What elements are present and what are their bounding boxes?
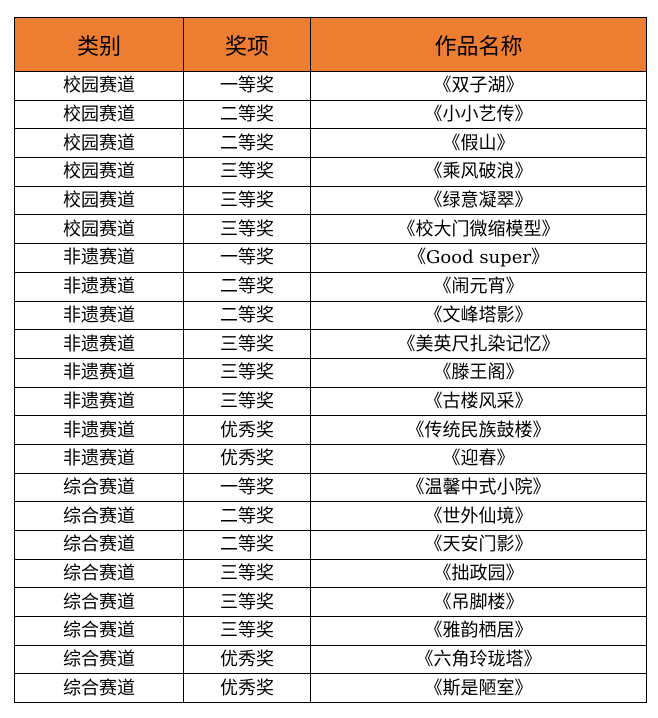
table-cell: 校园赛道 (14, 214, 184, 245)
table-cell: 校园赛道 (14, 71, 184, 101)
table-row: 综合赛道 一等奖 《温馨中式小院》 (14, 472, 647, 503)
header-cell: 奖项 (183, 17, 311, 72)
table-cell: 综合赛道 (14, 587, 184, 618)
table-cell: 《美英尺扎染记忆》 (310, 329, 647, 359)
table-cell: 综合赛道 (14, 644, 184, 675)
table-cell: 校园赛道 (14, 128, 184, 159)
table-cell: 非遗赛道 (14, 415, 184, 445)
table-cell: 综合赛道 (14, 501, 184, 531)
table-row: 非遗赛道 三等奖 《古楼风采》 (14, 386, 647, 417)
table-cell: 《绿意凝翠》 (310, 185, 647, 216)
table-cell: 综合赛道 (14, 530, 184, 560)
table-cell: 优秀奖 (183, 443, 311, 474)
table-cell: 二等奖 (183, 300, 311, 331)
table-cell: 《吊脚楼》 (310, 587, 647, 618)
table-row: 非遗赛道 三等奖 《美英尺扎染记忆》 (14, 329, 647, 359)
table-row: 综合赛道 二等奖 《世外仙境》 (14, 501, 647, 531)
table-cell: 《假山》 (310, 128, 647, 159)
header-cell: 作品名称 (310, 17, 647, 72)
table-cell: 非遗赛道 (14, 329, 184, 359)
awards-table: 类别 奖项 作品名称 校园赛道 一等奖 《双子湖》 校园赛道 二等奖 《小小艺传》 校园赛道… (14, 17, 647, 704)
table-cell: 《迎春》 (310, 443, 647, 474)
table-cell: 综合赛道 (14, 558, 184, 589)
table-cell: 《滕王阁》 (310, 357, 647, 388)
table-cell: 三等奖 (183, 157, 311, 187)
table-cell: 《六角玲珑塔》 (310, 644, 647, 675)
table-cell: 三等奖 (183, 587, 311, 618)
table-cell: 《文峰塔影》 (310, 300, 647, 331)
table-row: 综合赛道 优秀奖 《斯是陋室》 (14, 673, 647, 704)
table-cell: 《世外仙境》 (310, 501, 647, 531)
table-cell: 一等奖 (183, 472, 311, 503)
table-row: 非遗赛道 二等奖 《闹元宵》 (14, 271, 647, 302)
table-cell: 三等奖 (183, 386, 311, 417)
table-row: 校园赛道 二等奖 《假山》 (14, 128, 647, 159)
table-cell: 校园赛道 (14, 99, 184, 130)
table-cell: 《Good super》 (310, 243, 647, 273)
table-row: 非遗赛道 三等奖 《滕王阁》 (14, 357, 647, 388)
header-row: 类别 奖项 作品名称 (14, 17, 647, 72)
table-cell: 优秀奖 (183, 644, 311, 675)
table-cell: 非遗赛道 (14, 300, 184, 331)
table-row: 综合赛道 三等奖 《吊脚楼》 (14, 587, 647, 618)
table-row: 校园赛道 三等奖 《校大门微缩模型》 (14, 214, 647, 245)
header-cell: 类别 (14, 17, 184, 72)
table-cell: 非遗赛道 (14, 243, 184, 273)
table-cell: 《温馨中式小院》 (310, 472, 647, 503)
table-cell: 优秀奖 (183, 415, 311, 445)
table-cell: 《校大门微缩模型》 (310, 214, 647, 245)
table-cell: 《雅韵栖居》 (310, 616, 647, 646)
table-cell: 二等奖 (183, 128, 311, 159)
table-row: 校园赛道 二等奖 《小小艺传》 (14, 99, 647, 130)
table-row: 综合赛道 三等奖 《拙政园》 (14, 558, 647, 589)
table-cell: 综合赛道 (14, 673, 184, 704)
table-row: 非遗赛道 优秀奖 《迎春》 (14, 443, 647, 474)
table-row: 非遗赛道 优秀奖 《传统民族鼓楼》 (14, 415, 647, 445)
table-cell: 《闹元宵》 (310, 271, 647, 302)
table-cell: 校园赛道 (14, 185, 184, 216)
table-cell: 三等奖 (183, 329, 311, 359)
table-cell: 三等奖 (183, 185, 311, 216)
table-cell: 非遗赛道 (14, 443, 184, 474)
table-cell: 《乘风破浪》 (310, 157, 647, 187)
table-cell: 校园赛道 (14, 157, 184, 187)
table-row: 综合赛道 优秀奖 《六角玲珑塔》 (14, 644, 647, 675)
table-cell: 二等奖 (183, 501, 311, 531)
table-cell: 综合赛道 (14, 616, 184, 646)
table-cell: 二等奖 (183, 271, 311, 302)
table-row: 综合赛道 三等奖 《雅韵栖居》 (14, 616, 647, 646)
table-row: 校园赛道 三等奖 《乘风破浪》 (14, 157, 647, 187)
table-cell: 《斯是陋室》 (310, 673, 647, 704)
table-cell: 二等奖 (183, 530, 311, 560)
table-cell: 三等奖 (183, 558, 311, 589)
table-row: 非遗赛道 二等奖 《文峰塔影》 (14, 300, 647, 331)
table-cell: 优秀奖 (183, 673, 311, 704)
table-cell: 《古楼风采》 (310, 386, 647, 417)
table-cell: 《双子湖》 (310, 71, 647, 101)
table-cell: 《拙政园》 (310, 558, 647, 589)
table-row: 非遗赛道 一等奖 《Good super》 (14, 243, 647, 273)
table-cell: 三等奖 (183, 357, 311, 388)
table-cell: 三等奖 (183, 214, 311, 245)
table-cell: 非遗赛道 (14, 357, 184, 388)
table-cell: 二等奖 (183, 99, 311, 130)
table-cell: 非遗赛道 (14, 386, 184, 417)
table-row: 综合赛道 二等奖 《天安门影》 (14, 530, 647, 560)
table-row: 校园赛道 三等奖 《绿意凝翠》 (14, 185, 647, 216)
table-cell: 《天安门影》 (310, 530, 647, 560)
table-cell: 综合赛道 (14, 472, 184, 503)
table-cell: 一等奖 (183, 243, 311, 273)
table-row: 校园赛道 一等奖 《双子湖》 (14, 71, 647, 101)
table-cell: 三等奖 (183, 616, 311, 646)
table-cell: 《传统民族鼓楼》 (310, 415, 647, 445)
table-cell: 《小小艺传》 (310, 99, 647, 130)
table-cell: 非遗赛道 (14, 271, 184, 302)
table-cell: 一等奖 (183, 71, 311, 101)
